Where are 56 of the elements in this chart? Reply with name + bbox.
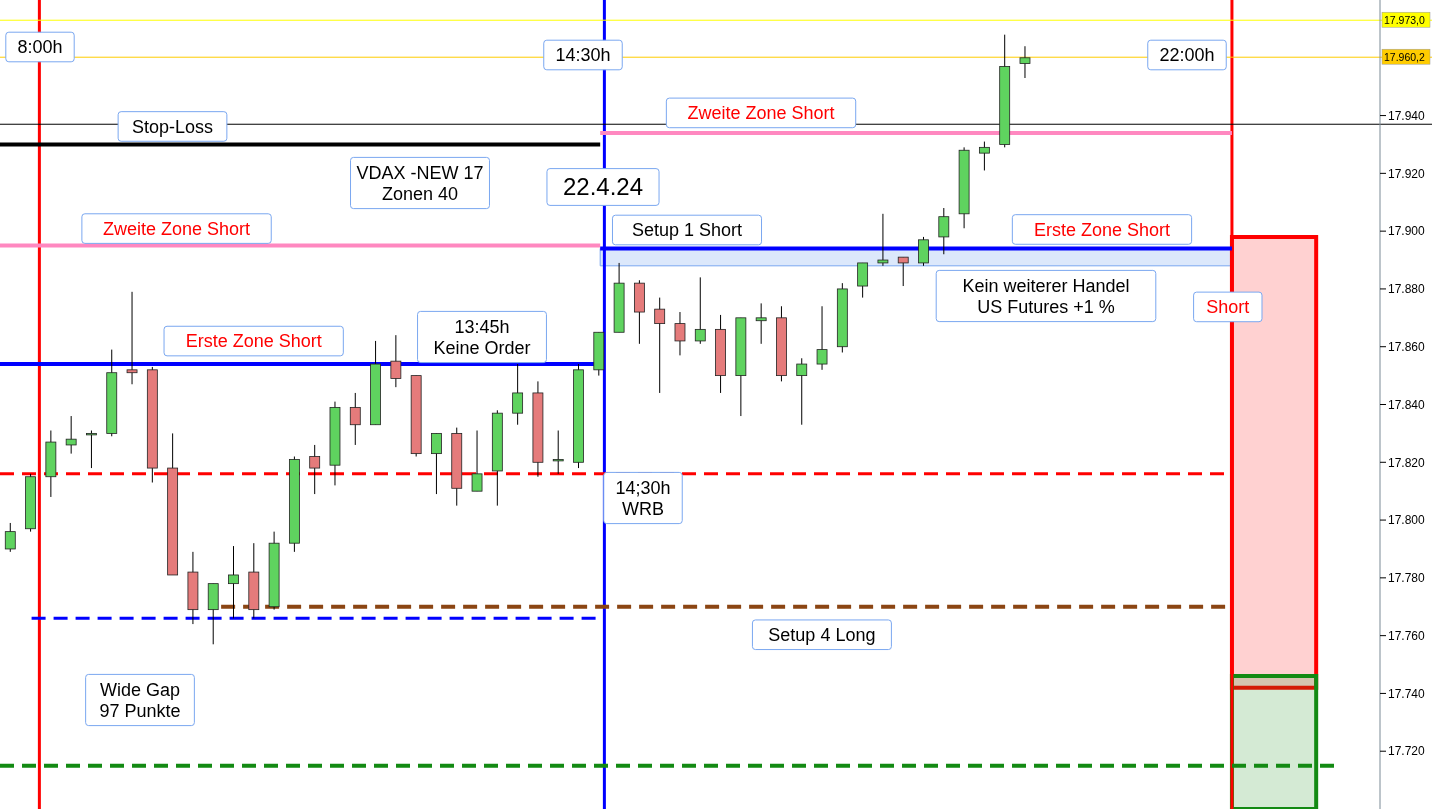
candlestick <box>309 444 321 495</box>
candlestick <box>877 213 889 267</box>
band-label: Short <box>1206 297 1250 318</box>
candlestick <box>938 207 950 255</box>
annotation: 8:00h <box>17 37 63 58</box>
candlestick <box>694 276 706 345</box>
candlestick <box>552 430 564 475</box>
candlestick <box>1019 45 1031 79</box>
y-tick-label: 17.920 <box>1388 166 1426 181</box>
y-tick-label: 17.840 <box>1388 397 1426 412</box>
annotation: VDAX -NEW 17 Zonen 40 <box>356 162 484 205</box>
ref-line-label: Erste Zone Short <box>1033 219 1171 240</box>
y-tick-label: 17.800 <box>1388 513 1426 528</box>
candlestick <box>978 141 990 171</box>
ref-line-label: Stop-Loss <box>131 116 214 137</box>
candlestick <box>349 392 361 446</box>
ref-line-label: Zweite Zone Short <box>687 103 835 124</box>
annotation: 22:00h <box>1159 45 1215 66</box>
candlestick <box>471 430 483 492</box>
candlestick <box>796 357 808 426</box>
ref-line-label: Erste Zone Short <box>185 331 322 352</box>
candlestick <box>654 297 666 394</box>
y-tick-label: 17.940 <box>1388 108 1426 123</box>
y-tick-label: 17.820 <box>1388 455 1426 470</box>
ref-line-label: Setup 4 Long <box>768 625 876 646</box>
y-tick-label: 17.740 <box>1388 686 1426 701</box>
candlestick <box>897 256 909 287</box>
annotation: Setup 1 Short <box>631 220 743 241</box>
candlestick <box>512 363 524 426</box>
ref-line-label: 17.973,0 <box>1384 14 1426 27</box>
y-tick-label: 17.780 <box>1388 571 1426 586</box>
y-tick-label: 17.760 <box>1388 628 1426 643</box>
ref-line-label: 17.960,2 <box>1384 51 1426 64</box>
y-tick-label: 17.860 <box>1388 339 1426 354</box>
annotation: 14:30h <box>555 45 611 66</box>
candlestick <box>431 432 442 495</box>
annotation: Wide Gap 97 Punkte <box>99 679 181 722</box>
candlestick <box>126 291 138 385</box>
candlestick <box>918 236 929 267</box>
candlestick <box>857 262 869 299</box>
candlestick <box>816 305 828 371</box>
candlestick <box>4 522 16 553</box>
candlestick <box>390 334 402 388</box>
y-tick-label: 17.880 <box>1388 282 1426 297</box>
candlestick <box>228 545 239 619</box>
y-tick-label: 17.900 <box>1388 224 1426 239</box>
y-tick-label: 17.720 <box>1388 744 1426 759</box>
candlestick <box>65 415 77 455</box>
candlestick <box>755 302 767 345</box>
candlestick <box>86 430 97 469</box>
annotation: Kein weiterer Handel US Futures +1 % <box>962 275 1130 318</box>
annotation: 22.4.24 <box>562 173 644 201</box>
ref-line-label: Zweite Zone Short <box>103 218 251 239</box>
annotation: 14;30h WRB <box>615 477 671 520</box>
candlestick <box>674 311 686 356</box>
annotation: 13:45h Keine Order <box>433 316 531 359</box>
